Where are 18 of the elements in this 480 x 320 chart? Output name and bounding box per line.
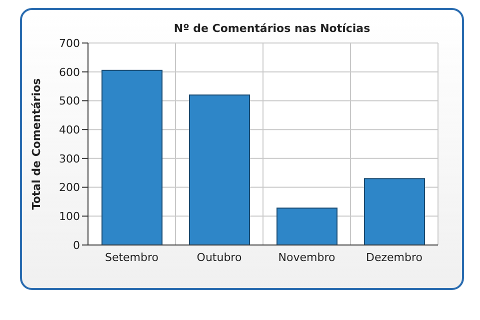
y-tick-label: 700 [59, 36, 80, 50]
x-tick-label: Setembro [104, 250, 159, 264]
bar [276, 208, 338, 245]
x-tick-label: Dezembro [366, 250, 423, 264]
bar [189, 94, 250, 245]
x-tick-label: Novembro [278, 250, 336, 264]
y-tick-label: 200 [59, 181, 80, 194]
y-tick-label: 100 [59, 210, 80, 224]
bar [364, 178, 425, 245]
bar [102, 70, 162, 245]
y-tick-label: 400 [59, 123, 80, 136]
y-tick-label: 0 [73, 238, 80, 252]
y-tick-label: 300 [59, 152, 80, 166]
y-tick-label: 600 [59, 66, 80, 79]
y-tick-label: 500 [59, 94, 80, 108]
x-tick-label: Outubro [196, 250, 242, 264]
y-axis-title: Total de Comentários [30, 78, 43, 210]
chart-title: Nº de Comentários nas Notícias [172, 22, 372, 35]
